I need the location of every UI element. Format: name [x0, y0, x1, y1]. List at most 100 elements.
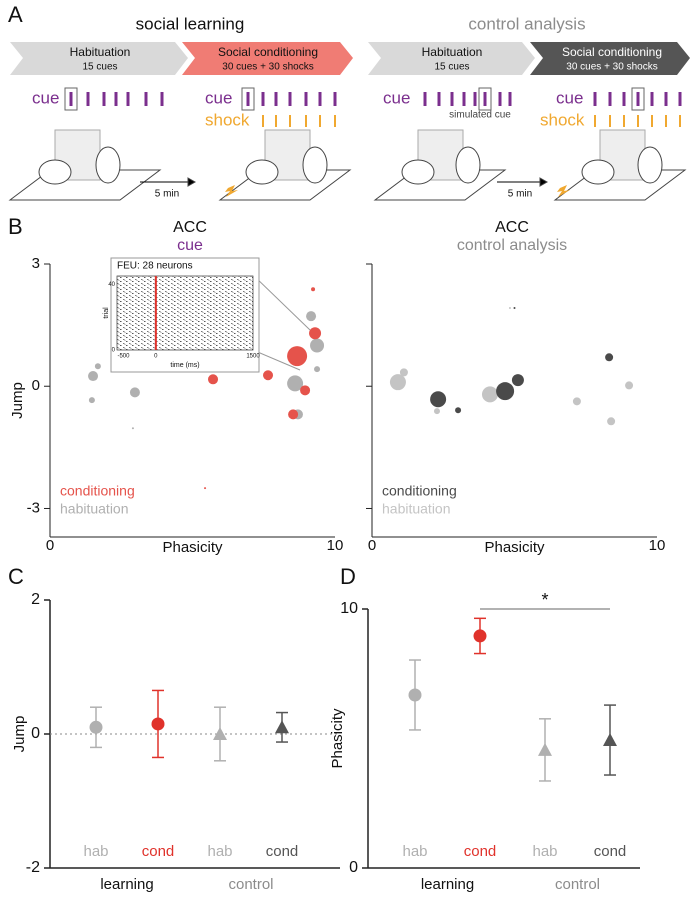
point: [408, 688, 422, 702]
cue-label: cue: [556, 88, 583, 107]
bubble: [204, 487, 207, 490]
bubble: [300, 385, 311, 396]
significance-label: *: [541, 590, 548, 610]
inset-connector: [252, 274, 311, 371]
shock-label: shock: [540, 110, 585, 129]
bubble: [88, 371, 99, 382]
y-axis-label: Jump: [11, 716, 28, 753]
category-label: hab: [207, 843, 232, 860]
shock-ticks: [262, 115, 336, 127]
category-label: hab: [402, 843, 427, 860]
legend-entry: conditioning: [60, 483, 135, 499]
x-tick-label: 10: [327, 537, 344, 554]
bubble: [389, 374, 406, 391]
group-label: learning: [421, 876, 474, 893]
simulated-cue-label: simulated cue: [449, 110, 511, 121]
group-label: learning: [100, 876, 153, 893]
y-tick-label: -3: [27, 499, 40, 516]
panel-label: A: [8, 2, 23, 27]
cue-ticks: [423, 92, 682, 106]
y-tick-label: 10: [340, 600, 358, 617]
bubble: [513, 307, 516, 310]
bubble: [311, 287, 316, 292]
y-tick-label: 0: [112, 348, 116, 354]
bubble: [605, 353, 614, 362]
bubble: [309, 327, 322, 340]
stage-detail: 15 cues: [82, 62, 117, 73]
legend-entry: habituation: [382, 501, 451, 517]
x-tick-label: 10: [649, 537, 666, 554]
y-axis-label: trial: [103, 307, 110, 319]
bubble: [306, 311, 317, 322]
bubble: [94, 363, 101, 370]
point: [151, 717, 165, 731]
raster: [116, 275, 254, 351]
stage-name: Habituation: [422, 45, 483, 59]
bubble: [455, 407, 462, 414]
chart-subtitle: control analysis: [457, 237, 567, 254]
category-label: cond: [464, 843, 497, 860]
stage-detail: 30 cues + 30 shocks: [222, 62, 313, 73]
category-label: cond: [142, 843, 175, 860]
point: [89, 720, 103, 734]
bubble: [287, 375, 304, 392]
x-axis-label: Phasicity: [484, 539, 545, 556]
shock-ticks: [594, 115, 681, 127]
stage-detail: 15 cues: [434, 62, 469, 73]
cue-box: [478, 87, 492, 111]
stage-name: Social conditioning: [562, 45, 662, 59]
x-tick-label: 0: [46, 537, 54, 554]
panel-label: B: [8, 214, 23, 239]
x-axis-label: Phasicity: [162, 539, 223, 556]
point: [603, 733, 617, 747]
y-tick-label: 0: [349, 859, 358, 876]
bubble: [511, 374, 524, 387]
cue-box: [241, 87, 255, 111]
bubble: [433, 408, 440, 415]
stage-detail: 30 cues + 30 shocks: [566, 62, 657, 73]
y-tick-label: 0: [32, 377, 40, 394]
schema-title: control analysis: [468, 14, 585, 33]
x-tick-label: -500: [117, 354, 130, 360]
cue-box: [631, 87, 645, 111]
panel-label: D: [340, 564, 356, 589]
setup-sketch: [8, 129, 352, 201]
shock-icon: [225, 185, 238, 197]
stage-arrow: [10, 42, 188, 75]
cue-box: [64, 87, 78, 111]
y-tick-label: 2: [31, 591, 40, 608]
point: [213, 727, 227, 740]
setup-sketch: [373, 129, 687, 201]
point: [473, 629, 487, 643]
group-label: control: [228, 876, 273, 893]
bubble: [399, 368, 408, 377]
point: [538, 742, 552, 756]
stage-name: Habituation: [70, 45, 131, 59]
x-tick-label: 0: [368, 537, 376, 554]
x-tick-label: 1500: [246, 354, 260, 360]
chart-title: ACC: [495, 219, 529, 236]
legend-entry: habituation: [60, 501, 129, 517]
y-tick-label: -2: [26, 859, 40, 876]
bubble: [208, 374, 219, 385]
delay-label: 5 min: [508, 189, 532, 200]
cue-label: cue: [32, 88, 59, 107]
bubble: [287, 346, 308, 367]
y-axis-label: Jump: [9, 382, 26, 419]
category-label: cond: [266, 843, 299, 860]
x-tick-label: 0: [154, 354, 158, 360]
bubble: [496, 382, 515, 401]
y-tick-label: 0: [31, 725, 40, 742]
shock-label: shock: [205, 110, 250, 129]
cue-label: cue: [205, 88, 232, 107]
bubble: [88, 397, 95, 404]
x-axis-label: time (ms): [170, 362, 199, 369]
chart-subtitle: cue: [177, 237, 203, 254]
schema-title: social learning: [136, 14, 245, 33]
stage-arrow: [530, 42, 690, 75]
category-label: hab: [83, 843, 108, 860]
cue-ticks: [69, 92, 337, 106]
bubble: [131, 427, 134, 430]
inset-title: FEU: 28 neurons: [117, 261, 193, 272]
